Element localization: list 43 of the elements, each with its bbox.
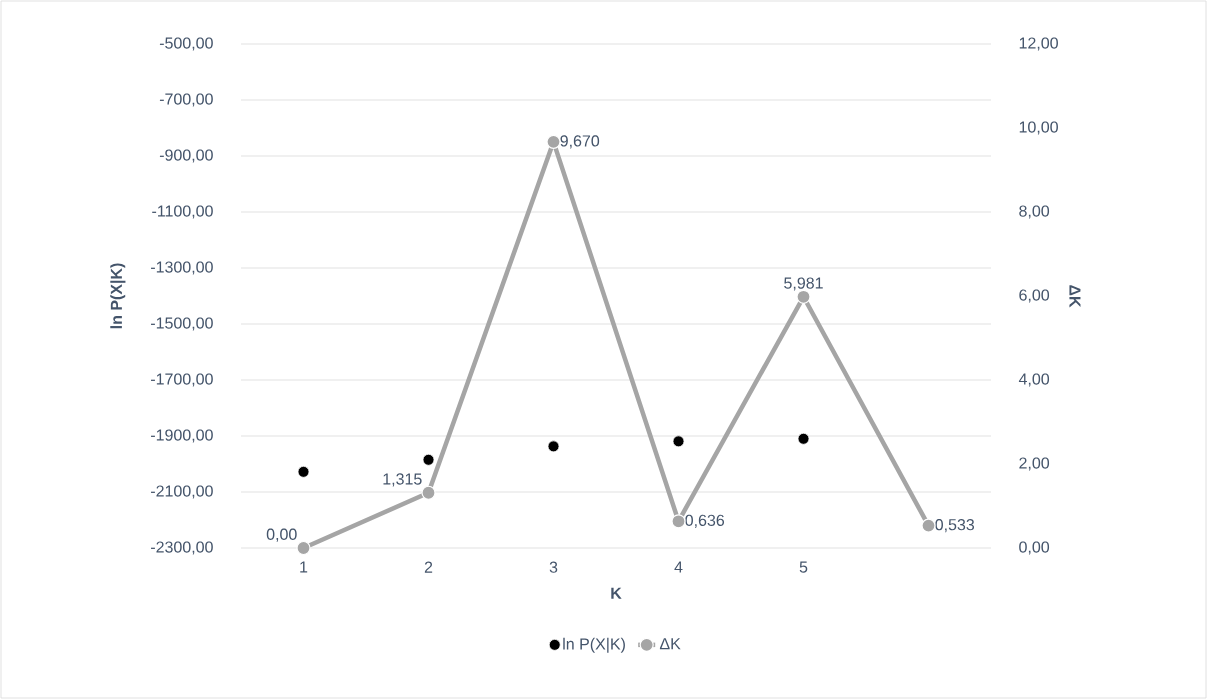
data-label: 9,670 <box>560 135 600 149</box>
x-tick-label: 1 <box>300 561 308 573</box>
x-tick-label: 3 <box>549 561 558 573</box>
y2-tick-label: 6,00 <box>1019 289 1050 303</box>
data-label: 0,636 <box>685 514 725 528</box>
y-axis-title: ln P(X|K) <box>110 263 126 329</box>
point <box>671 514 686 529</box>
y-tick-label: -2100,00 <box>151 485 213 499</box>
point <box>421 485 436 500</box>
point <box>797 432 810 445</box>
x-tick-label: 5 <box>799 561 808 573</box>
y2-tick-label: 2,00 <box>1019 457 1050 471</box>
data-label: 0,00 <box>266 528 297 542</box>
y-tick-label: -1300,00 <box>151 261 213 275</box>
y-tick-label: -1700,00 <box>151 373 213 387</box>
point <box>297 465 310 478</box>
y-tick-label: -900,00 <box>159 149 213 163</box>
legend-label: ΔK <box>659 638 681 650</box>
point <box>296 540 311 556</box>
point <box>547 440 560 453</box>
x-axis-title: K <box>611 587 622 599</box>
data-label: 1,315 <box>383 473 422 487</box>
data-label: 5,981 <box>784 277 823 291</box>
y2-tick-label: 0,00 <box>1019 541 1050 555</box>
y2-tick-label: 12,00 <box>1019 37 1058 51</box>
y-tick-label: -700,00 <box>159 93 213 107</box>
x-tick-label: 2 <box>424 561 433 573</box>
point <box>546 134 561 149</box>
y-tick-label: -1900,00 <box>151 429 213 443</box>
y-tick-label: -1100,00 <box>152 205 213 219</box>
y-tick-label: -2300,00 <box>151 541 213 555</box>
legend-label: ln P(X|K) <box>563 637 625 653</box>
y2-axis-title: ΔK <box>1069 285 1081 308</box>
y2-tick-label: 8,00 <box>1019 205 1050 219</box>
point <box>422 453 435 466</box>
y-tick-label: -500,00 <box>159 37 213 51</box>
x-tick-label: 4 <box>674 561 683 573</box>
y2-tick-label: 10,00 <box>1019 121 1058 135</box>
point <box>921 518 936 533</box>
y-tick-label: -1500,00 <box>151 317 213 331</box>
data-label: 0,533 <box>935 519 975 533</box>
point <box>672 435 685 448</box>
y2-tick-label: 4,00 <box>1018 373 1050 387</box>
